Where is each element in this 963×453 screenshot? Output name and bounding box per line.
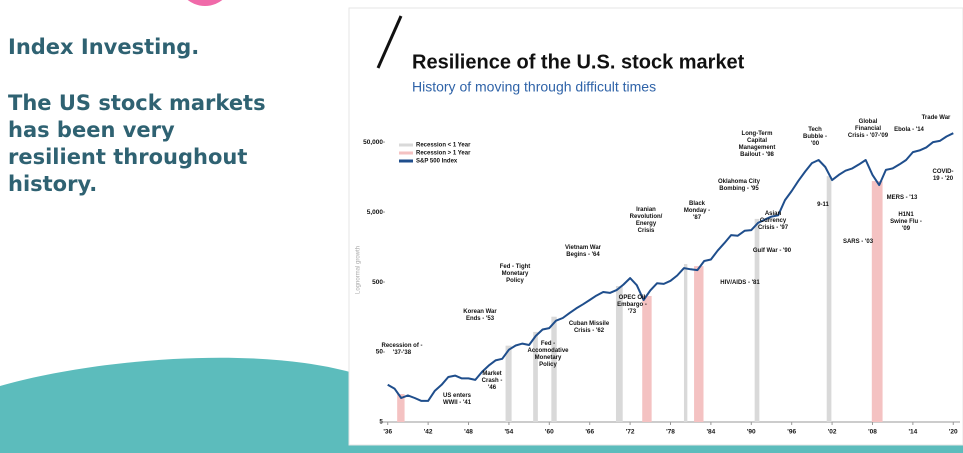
decor-blob [0, 357, 350, 453]
annotation: Black Monday - '87 [683, 201, 711, 221]
x-tick-label: '54 [505, 429, 514, 436]
x-tick-label: '48 [464, 429, 473, 436]
recession-band [533, 331, 538, 422]
annotation: Iranian Revolution/ Energy Crisis [629, 207, 663, 234]
recession-band [826, 176, 832, 422]
decor-circle [187, 0, 223, 6]
annotation: Global Financial Crisis - '07-'09 [847, 119, 889, 139]
annotation: Ebola - '14 [894, 127, 924, 133]
x-tick-label: '96 [787, 429, 796, 436]
annotation: Vietnam War Begins - '64 [564, 245, 602, 258]
annotation: Gulf War - '90 [752, 248, 792, 254]
recession-band [754, 218, 760, 422]
chart-panel [348, 7, 963, 446]
recession-band [551, 316, 557, 422]
x-tick-label: '36 [383, 429, 392, 436]
y-tick-label: 50 [376, 349, 384, 356]
legend-label: Recession > 1 Year [416, 151, 471, 157]
annotation: Long-Term Capital Management Bailout - '… [738, 131, 776, 158]
recession-band [683, 264, 688, 422]
annotation: Fed - Accomodative Monetary Policy [527, 341, 569, 368]
recession-band [615, 286, 623, 422]
annotation: Oklahoma City Bombing - '95 [717, 179, 761, 192]
decor-slash [376, 15, 403, 69]
x-tick-label: '08 [868, 429, 877, 436]
decor-strip [0, 445, 963, 453]
annotation: Cuban Missile Crisis - '62 [568, 321, 610, 334]
chart-title: Resilience of the U.S. stock market [412, 51, 745, 73]
x-tick-label: '66 [585, 429, 594, 436]
legend-label: Recession < 1 Year [416, 143, 471, 149]
recession-band [505, 345, 512, 422]
recession-band [642, 295, 652, 422]
annotation: MERS - '13 [886, 195, 918, 201]
y-axis-label: Lognormal growth [356, 246, 362, 294]
annotation: US enters WWII - '41 [442, 393, 472, 406]
annotation: SARS - '03 [842, 239, 874, 245]
x-tick-label: '84 [707, 429, 716, 436]
annotation: 9-11 [817, 202, 829, 208]
x-tick-label: '72 [626, 429, 635, 436]
annotation: Recession of - '37-'38 [381, 343, 423, 356]
annotation: Tech Bubble - '00 [803, 127, 827, 147]
x-tick-label: '60 [545, 429, 554, 436]
x-tick-label: '20 [949, 429, 958, 436]
heading: Index Investing. [8, 35, 200, 59]
annotation: Fed - Tight Monetary Policy [499, 264, 531, 284]
x-tick-label: '78 [666, 429, 675, 436]
annotation: Market Crash - '46 [481, 371, 503, 391]
x-tick-label: '14 [908, 429, 917, 436]
chart-subtitle: History of moving through difficult time… [412, 79, 656, 95]
annotation: H1N1 Swine Flu - '09 [890, 212, 922, 232]
annotation: Korean War Ends - '53 [463, 309, 497, 322]
line-series [387, 132, 954, 402]
annotation: Trade War [921, 115, 951, 121]
y-tick-label: 50,000 [363, 139, 383, 146]
y-tick-label: 500 [372, 279, 383, 286]
recession-band [871, 181, 883, 422]
x-tick-label: '42 [424, 429, 433, 436]
annotation: HIV/AIDS - '81 [720, 280, 760, 286]
x-tick-label: '90 [747, 429, 756, 436]
annotation: COVID- 19 - '20 [932, 169, 954, 182]
x-tick-label: '02 [828, 429, 837, 436]
legend-label: S&P 500 Index [416, 159, 458, 165]
annotation: Asian Currency Crisis - '97 [757, 211, 789, 231]
recession-band [397, 394, 405, 422]
annotation: OPEC Oil Embargo - '73 [617, 295, 647, 315]
y-tick-label: 5,000 [367, 209, 384, 216]
recession-band [694, 266, 704, 422]
body-text: The US stock markets has been very resil… [8, 91, 266, 196]
